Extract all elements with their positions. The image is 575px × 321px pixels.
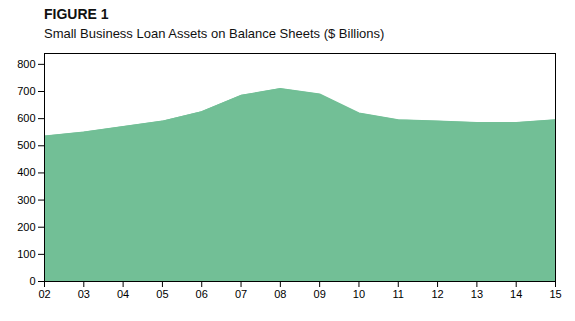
svg-text:100: 100 — [17, 248, 35, 260]
svg-text:04: 04 — [117, 288, 129, 300]
html-text:FIGURE 1: FIGURE 1 — [44, 6, 109, 22]
svg-text:400: 400 — [17, 166, 35, 178]
svg-text:300: 300 — [17, 194, 35, 206]
svg-text:800: 800 — [17, 58, 35, 70]
svg-text:700: 700 — [17, 85, 35, 97]
svg-text:200: 200 — [17, 221, 35, 233]
svg-text:11: 11 — [393, 288, 404, 300]
html-text:Small Business Loan Assets on: Small Business Loan Assets on Balance Sh… — [44, 26, 385, 41]
svg-text:600: 600 — [17, 112, 35, 124]
svg-text:03: 03 — [78, 288, 90, 300]
svg-text:06: 06 — [196, 288, 208, 300]
svg-text:02: 02 — [38, 288, 50, 300]
svg-text:13: 13 — [471, 288, 483, 300]
svg-text:10: 10 — [353, 288, 365, 300]
svg-text:15: 15 — [549, 288, 561, 300]
svg-text:05: 05 — [156, 288, 168, 300]
svg-text:0: 0 — [29, 275, 35, 287]
svg-text:14: 14 — [510, 288, 522, 300]
svg-text:07: 07 — [235, 288, 247, 300]
svg-text:08: 08 — [274, 288, 286, 300]
svg-text:500: 500 — [17, 139, 35, 151]
svg-text:12: 12 — [431, 288, 443, 300]
svg-text:09: 09 — [314, 288, 326, 300]
